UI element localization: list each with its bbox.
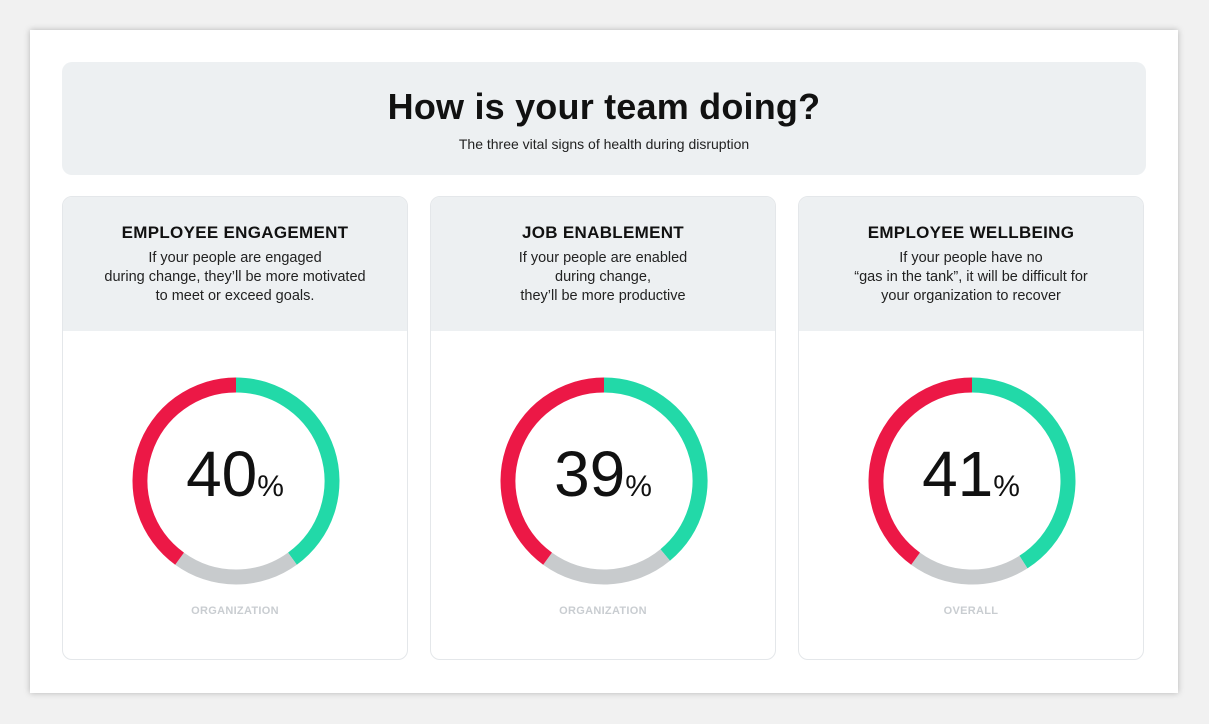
percentage-value: 39% xyxy=(431,437,775,511)
percentage-sign: % xyxy=(993,470,1020,503)
donut-segment-negative xyxy=(868,377,973,565)
chart-caption: OVERALL xyxy=(943,605,999,617)
donut-segment-negative xyxy=(500,377,605,565)
donut-chart xyxy=(500,377,708,585)
percentage-number: 39 xyxy=(554,438,626,510)
percentage-number: 40 xyxy=(186,438,258,510)
card-description: If your people are engaged during change… xyxy=(63,249,407,306)
percentage-number: 41 xyxy=(922,438,994,510)
description-line: to meet or exceed goals. xyxy=(155,288,315,304)
percentage-sign: % xyxy=(625,470,652,503)
chart-caption: ORGANIZATION xyxy=(559,605,647,617)
description-line: “gas in the tank”, it will be difficult … xyxy=(854,269,1088,285)
header-banner: How is your team doing? The three vital … xyxy=(62,62,1146,175)
description-line: If your people are enabled xyxy=(518,250,688,266)
card-employee-wellbeing: EMPLOYEE WELLBEING If your people have n… xyxy=(798,196,1144,660)
donut-chart xyxy=(132,377,340,585)
card-title: EMPLOYEE ENGAGEMENT xyxy=(121,223,349,242)
infographic-sheet: How is your team doing? The three vital … xyxy=(30,30,1178,693)
card-header: EMPLOYEE ENGAGEMENT If your people are e… xyxy=(63,197,407,331)
card-job-enablement: JOB ENABLEMENT If your people are enable… xyxy=(430,196,776,660)
donut-segment-neutral xyxy=(175,552,297,585)
donut-segment-neutral xyxy=(911,552,1028,585)
card-title: EMPLOYEE WELLBEING xyxy=(867,223,1075,242)
card-employee-engagement: EMPLOYEE ENGAGEMENT If your people are e… xyxy=(62,196,408,660)
donut-segment-neutral xyxy=(543,549,670,585)
donut-segment-positive xyxy=(603,377,708,561)
card-header: JOB ENABLEMENT If your people are enable… xyxy=(431,197,775,331)
description-line: If your people have no xyxy=(899,250,1043,266)
chart-caption: ORGANIZATION xyxy=(191,605,279,617)
description-line: If your people are engaged xyxy=(148,250,322,266)
donut-segment-negative xyxy=(132,377,237,565)
page-title: How is your team doing? xyxy=(387,86,821,127)
donut-chart xyxy=(868,377,1076,585)
percentage-value: 41% xyxy=(799,437,1143,511)
percentage-sign: % xyxy=(257,470,284,503)
description-line: your organization to recover xyxy=(881,288,1061,304)
card-header: EMPLOYEE WELLBEING If your people have n… xyxy=(799,197,1143,331)
donut-segment-positive xyxy=(235,377,340,565)
card-description: If your people have no “gas in the tank”… xyxy=(799,249,1143,306)
percentage-value: 40% xyxy=(63,437,407,511)
page-subtitle: The three vital signs of health during d… xyxy=(458,136,750,152)
description-line: they’ll be more productive xyxy=(520,288,686,304)
card-title: JOB ENABLEMENT xyxy=(522,223,684,242)
donut-segment-positive xyxy=(971,377,1076,569)
description-line: during change, they’ll be more motivated xyxy=(104,269,366,285)
description-line: during change, xyxy=(555,269,651,285)
card-description: If your people are enabled during change… xyxy=(431,249,775,306)
